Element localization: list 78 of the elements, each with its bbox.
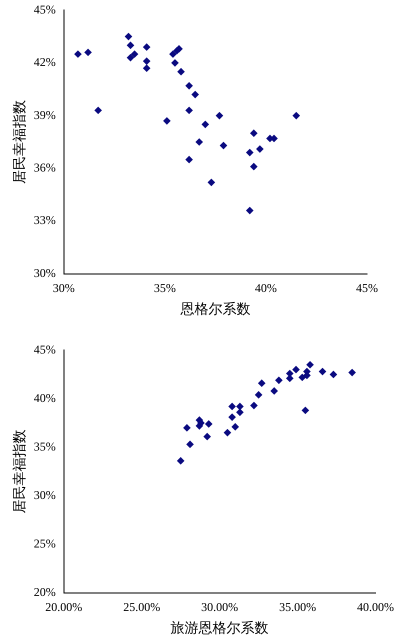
point	[220, 142, 228, 150]
point	[203, 432, 211, 440]
y-tick-label: 20%	[34, 584, 56, 599]
point	[246, 148, 254, 156]
point	[302, 406, 310, 414]
x-tick-label: 45%	[356, 281, 378, 296]
point	[126, 42, 134, 50]
point	[258, 379, 266, 387]
y-tick-label: 39%	[34, 108, 56, 122]
point	[270, 387, 278, 395]
point	[348, 368, 356, 376]
point	[185, 156, 193, 164]
y-tick-label: 45%	[34, 2, 56, 16]
point	[250, 402, 258, 410]
y-tick-label: 33%	[34, 213, 56, 228]
point	[256, 145, 264, 153]
point	[124, 32, 132, 40]
y-tick-label: 30%	[34, 488, 56, 502]
point	[298, 374, 306, 382]
point	[254, 391, 262, 399]
point	[130, 50, 138, 58]
x-tick-label: 40%	[254, 281, 277, 296]
point	[246, 206, 254, 214]
x-axis-title: 旅游恩格尔系数	[170, 620, 269, 636]
point	[186, 440, 194, 448]
point	[185, 106, 193, 114]
y-axis-title: 居民幸福指数	[12, 430, 28, 514]
point	[236, 402, 244, 410]
point	[228, 413, 236, 421]
point	[201, 120, 210, 128]
point	[177, 68, 185, 76]
x-tick-label: 20.00%	[45, 600, 82, 614]
point	[224, 428, 232, 436]
point	[275, 376, 283, 384]
point	[176, 457, 184, 465]
x-tick-label: 30.00%	[201, 600, 238, 614]
point	[84, 48, 92, 56]
point	[236, 408, 244, 416]
y-tick-label: 40%	[34, 390, 56, 405]
point	[208, 178, 216, 186]
point	[163, 117, 171, 125]
point	[191, 90, 199, 98]
point	[142, 43, 150, 51]
point	[228, 402, 236, 410]
x-tick-label: 30%	[52, 281, 75, 296]
x-tick-label: 35.00%	[279, 600, 316, 614]
point	[169, 50, 177, 58]
point	[216, 112, 224, 120]
point	[286, 374, 294, 382]
point	[250, 162, 258, 170]
point	[292, 366, 300, 374]
y-tick-label: 30%	[34, 266, 56, 280]
point	[185, 82, 193, 90]
point	[195, 138, 204, 146]
point	[231, 423, 240, 431]
point	[126, 54, 134, 62]
y-tick-label: 42%	[34, 55, 56, 70]
x-tick-label: 35%	[154, 281, 176, 296]
point	[183, 424, 191, 432]
point	[250, 129, 258, 138]
y-tick-label: 25%	[34, 536, 56, 550]
point	[330, 370, 338, 378]
y-tick-label: 36%	[34, 160, 56, 175]
point	[74, 50, 82, 58]
y-tick-label: 45%	[34, 342, 56, 356]
point	[318, 368, 326, 376]
point	[142, 64, 150, 72]
point	[292, 112, 300, 120]
x-tick-label: 25.00%	[123, 600, 160, 614]
x-axis-title: 恩格尔系数	[179, 301, 250, 318]
point	[306, 360, 314, 369]
point	[94, 106, 102, 114]
point	[204, 420, 213, 428]
point	[142, 57, 150, 65]
y-tick-label: 35%	[34, 439, 56, 454]
x-tick-label: 40.00%	[357, 600, 394, 614]
point	[171, 59, 179, 67]
y-axis-title: 居民幸福指数	[12, 100, 28, 184]
